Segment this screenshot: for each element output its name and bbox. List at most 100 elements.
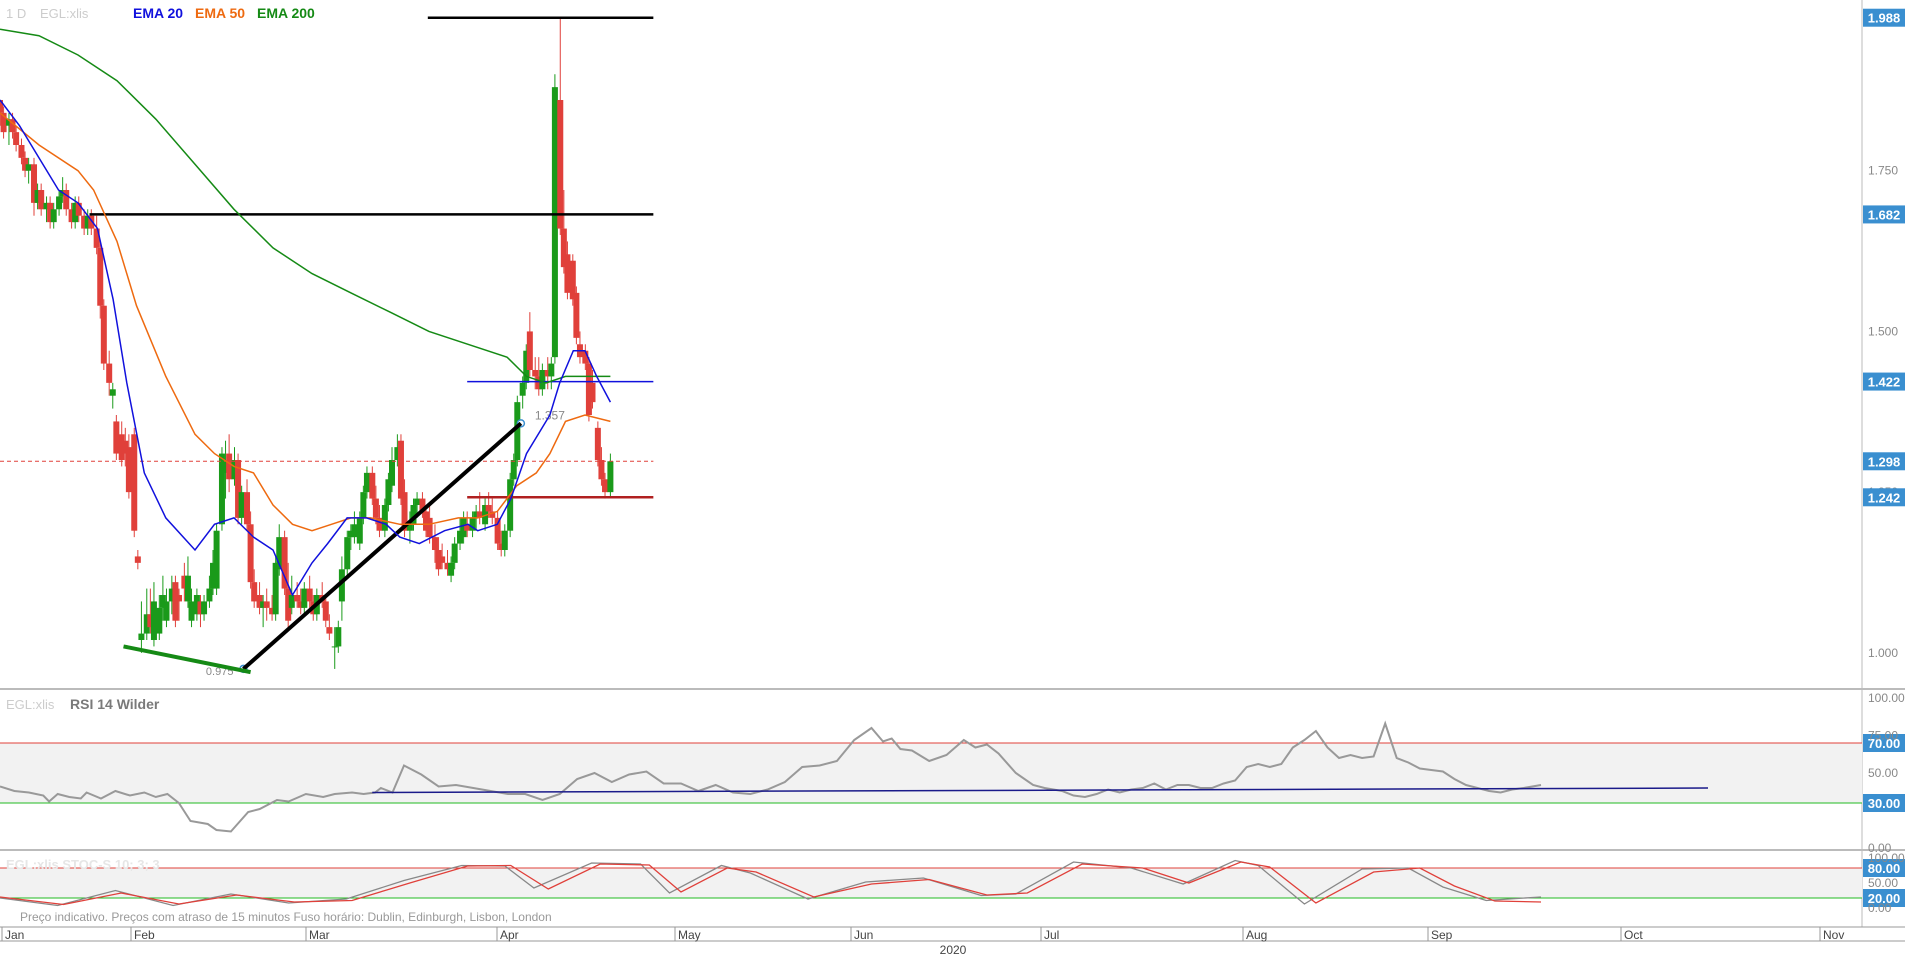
candle-body xyxy=(439,556,446,563)
candle-body xyxy=(63,190,70,210)
month-label: Jun xyxy=(854,928,873,942)
stoch-line xyxy=(0,861,1542,906)
month-label: Sep xyxy=(1431,928,1453,942)
candle-body xyxy=(68,209,75,223)
candle-body xyxy=(539,370,546,390)
candle-body xyxy=(451,543,458,563)
candle-body xyxy=(0,100,3,113)
candle-body xyxy=(56,196,63,210)
stoch-level-tag-bg xyxy=(1863,889,1905,907)
candle-body xyxy=(25,164,32,171)
candle-body xyxy=(222,460,229,473)
candle-body xyxy=(435,550,442,570)
candle-body xyxy=(297,601,304,608)
candle-body xyxy=(482,505,489,525)
price-lines-layer xyxy=(0,16,654,675)
candle-body xyxy=(13,132,20,145)
candle-body xyxy=(551,87,558,358)
candle-body xyxy=(193,595,200,615)
candle-body xyxy=(569,260,576,300)
candle-body xyxy=(397,440,404,499)
candle-body xyxy=(389,460,396,486)
candle-body xyxy=(582,350,589,364)
candle-body xyxy=(510,460,517,480)
price-tag-label: 1.682 xyxy=(1868,207,1901,222)
candle-body xyxy=(301,588,308,608)
rsi-level-tag-bg xyxy=(1863,734,1905,752)
candle-body xyxy=(485,505,492,512)
candle-body xyxy=(72,202,79,223)
price-tick-label: 1.750 xyxy=(1868,164,1898,178)
candle-body xyxy=(118,434,125,460)
candle-body xyxy=(526,331,533,370)
rsi-tick-label: 0.00 xyxy=(1868,841,1892,855)
candle-body xyxy=(125,447,132,493)
rsi-line xyxy=(0,720,1542,833)
candle-body xyxy=(201,601,208,615)
symbol-label: EGL:xlis xyxy=(40,6,89,21)
legend-ema20[interactable]: EMA 20 xyxy=(133,5,183,21)
trendline-uptrend xyxy=(242,421,523,671)
rsi-title: RSI 14 Wilder xyxy=(70,696,160,712)
candle-body xyxy=(376,517,383,531)
price-tag-bg xyxy=(1863,452,1905,471)
month-label: Jan xyxy=(5,928,24,942)
candle-body xyxy=(84,215,91,229)
candle-body xyxy=(519,382,526,396)
candle-body xyxy=(188,601,195,621)
stoch-tick-label: 50.00 xyxy=(1868,876,1898,890)
candle-body xyxy=(489,511,496,518)
rsi-symbol-label: EGL:xlis xyxy=(6,697,55,712)
rsi-level-tag: 30.00 xyxy=(1868,796,1901,811)
candle-body xyxy=(585,363,592,415)
candle-body xyxy=(122,440,129,454)
candle-body xyxy=(100,305,107,364)
candle-body xyxy=(294,595,301,602)
candle-body xyxy=(448,562,455,576)
candle-body xyxy=(423,511,430,531)
candle-body xyxy=(226,453,233,480)
candle-body xyxy=(431,537,438,550)
candle-body xyxy=(247,524,254,583)
candle-body xyxy=(589,382,596,403)
price-tag-label: 1.298 xyxy=(1868,454,1901,469)
legend-ema50[interactable]: EMA 50 xyxy=(195,5,245,21)
candle-body xyxy=(322,601,329,621)
candle-body xyxy=(344,537,351,570)
candle-body xyxy=(113,421,120,454)
candle-body xyxy=(469,517,476,531)
candle-body xyxy=(532,370,539,377)
month-label: Jul xyxy=(1044,928,1059,942)
candle-body xyxy=(213,530,220,589)
candle-body xyxy=(335,627,342,647)
candle-body xyxy=(602,479,609,493)
candle-body xyxy=(401,492,408,531)
candle-body xyxy=(97,247,104,306)
legend-ema200[interactable]: EMA 200 xyxy=(257,5,315,21)
stoch-level-tag-bg xyxy=(1863,859,1905,877)
candle-body xyxy=(172,582,179,621)
candle-body xyxy=(81,215,88,229)
candle-body xyxy=(464,524,471,531)
candle-body xyxy=(181,575,188,589)
candle-body xyxy=(18,145,25,158)
candle-body xyxy=(573,292,580,338)
candle-body xyxy=(385,479,392,505)
footer-note: Preço indicativo. Preços com atraso de 1… xyxy=(20,910,552,924)
stoch-level-tag: 80.00 xyxy=(1868,861,1901,876)
candle-body xyxy=(238,492,245,518)
rsi-tick-label: 100.00 xyxy=(1868,691,1905,705)
candle-body xyxy=(244,492,251,525)
candle-body xyxy=(535,376,542,390)
price-tick-label: 1.000 xyxy=(1868,646,1898,660)
candle-body xyxy=(544,370,551,377)
price-tag-label: 1.988 xyxy=(1868,11,1901,26)
candle-body xyxy=(514,402,521,460)
candle-body xyxy=(426,517,433,538)
candle-body xyxy=(156,607,163,634)
candle-body xyxy=(285,588,292,621)
month-label: Nov xyxy=(1823,928,1844,942)
candle-body xyxy=(34,190,41,203)
